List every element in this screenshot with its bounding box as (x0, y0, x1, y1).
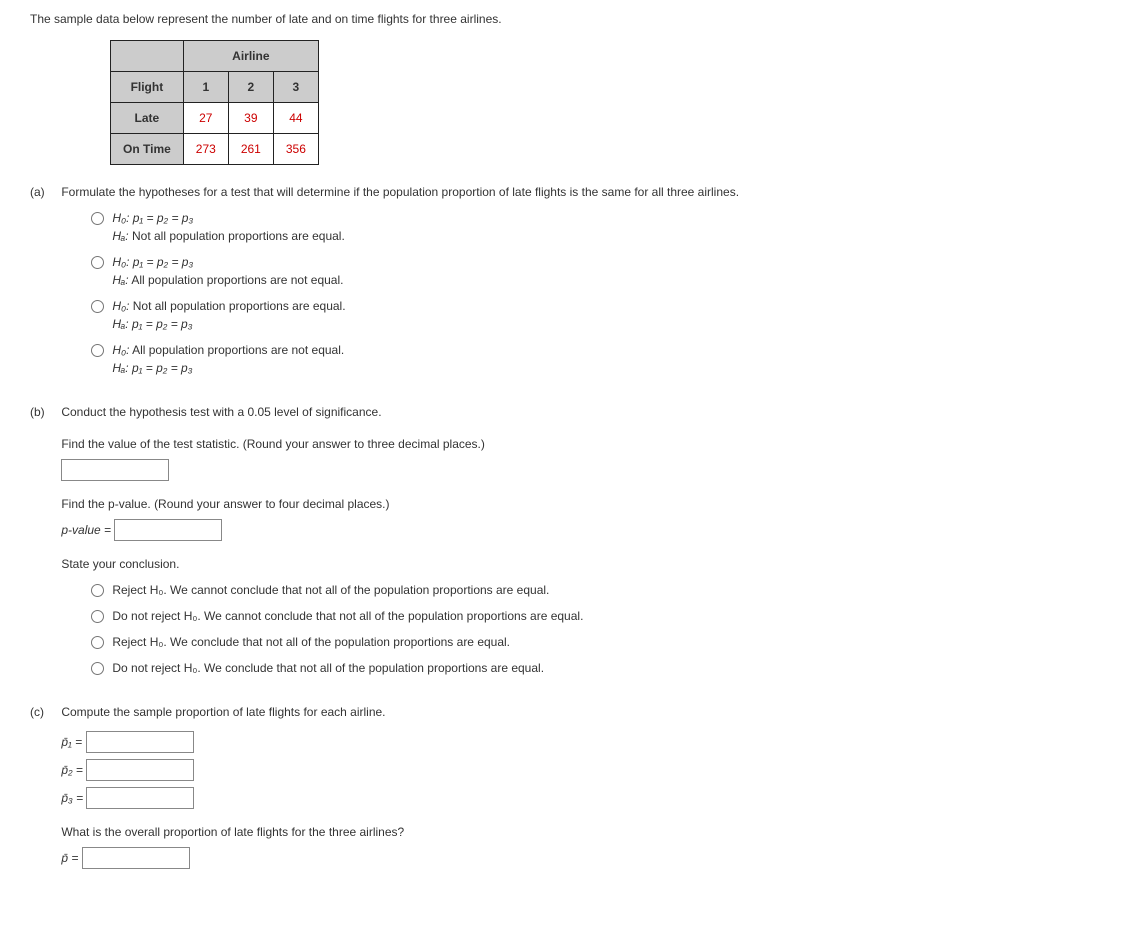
col-header-flight: Flight (111, 72, 184, 103)
part-b-prompt: Conduct the hypothesis test with a 0.05 … (61, 405, 381, 419)
opt-a4-ha: p₁ = p₂ = p₃ (132, 361, 193, 375)
opt-b1-text: Reject H₀. We cannot conclude that not a… (112, 581, 1087, 599)
p1-label: p̄₁ = (61, 735, 82, 749)
h0-label: H₀: (112, 343, 129, 357)
opt-a3-ha: p₁ = p₂ = p₃ (132, 317, 193, 331)
part-b-label: (b) (30, 403, 58, 421)
col-header-3: 3 (273, 72, 318, 103)
table-row: Late 27 39 44 (111, 103, 319, 134)
p2-label: p̄₂ = (61, 763, 83, 777)
overall-label: p̄ = (61, 851, 78, 865)
option-b2[interactable]: Do not reject H₀. We cannot conclude tha… (91, 607, 1087, 625)
teststat-input[interactable] (61, 459, 169, 481)
ha-label: Hₐ: (112, 361, 128, 375)
table-corner (111, 41, 184, 72)
opt-a1-h0: p₁ = p₂ = p₃ (133, 211, 194, 225)
radio-a2[interactable] (91, 256, 104, 269)
ha-label: Hₐ: (112, 273, 128, 287)
overall-prompt: What is the overall proportion of late f… (61, 823, 1087, 841)
cell-ontime-3: 356 (273, 134, 318, 165)
option-b3[interactable]: Reject H₀. We conclude that not all of t… (91, 633, 1087, 651)
opt-a4-h0: All population proportions are not equal… (132, 343, 344, 357)
col-header-1: 1 (183, 72, 228, 103)
row-label-ontime: On Time (111, 134, 184, 165)
h0-label: H₀: (112, 255, 129, 269)
radio-a4[interactable] (91, 344, 104, 357)
col-header-2: 2 (228, 72, 273, 103)
opt-b4-text: Do not reject H₀. We conclude that not a… (112, 659, 1087, 677)
option-b4[interactable]: Do not reject H₀. We conclude that not a… (91, 659, 1087, 677)
opt-a2-h0: p₁ = p₂ = p₃ (133, 255, 194, 269)
ha-label: Hₐ: (112, 317, 128, 331)
cell-late-3: 44 (273, 103, 318, 134)
opt-b2-text: Do not reject H₀. We cannot conclude tha… (112, 607, 1087, 625)
teststat-prompt: Find the value of the test statistic. (R… (61, 435, 1087, 453)
radio-a3[interactable] (91, 300, 104, 313)
option-a2[interactable]: H₀: p₁ = p₂ = p₃ Hₐ: All population prop… (91, 253, 1087, 289)
pvalue-label: p-value = (61, 523, 111, 537)
table-row: On Time 273 261 356 (111, 134, 319, 165)
conclusion-prompt: State your conclusion. (61, 555, 1087, 573)
intro-text: The sample data below represent the numb… (30, 10, 1096, 28)
radio-b2[interactable] (91, 610, 104, 623)
overall-input[interactable] (82, 847, 190, 869)
pvalue-prompt: Find the p-value. (Round your answer to … (61, 495, 1087, 513)
option-a4[interactable]: H₀: All population proportions are not e… (91, 341, 1087, 377)
part-c-prompt: Compute the sample proportion of late fl… (61, 705, 385, 719)
cell-late-2: 39 (228, 103, 273, 134)
cell-late-1: 27 (183, 103, 228, 134)
option-a1[interactable]: H₀: p₁ = p₂ = p₃ Hₐ: Not all population … (91, 209, 1087, 245)
part-c-label: (c) (30, 703, 58, 721)
radio-b1[interactable] (91, 584, 104, 597)
ha-label: Hₐ: (112, 229, 128, 243)
opt-a2-ha: All population proportions are not equal… (131, 273, 343, 287)
radio-b3[interactable] (91, 636, 104, 649)
p1-input[interactable] (86, 731, 194, 753)
cell-ontime-1: 273 (183, 134, 228, 165)
pvalue-input[interactable] (114, 519, 222, 541)
p3-label: p̄₃ = (61, 791, 83, 805)
option-b1[interactable]: Reject H₀. We cannot conclude that not a… (91, 581, 1087, 599)
option-a3[interactable]: H₀: Not all population proportions are e… (91, 297, 1087, 333)
part-a-label: (a) (30, 183, 58, 201)
p3-input[interactable] (86, 787, 194, 809)
part-a-prompt: Formulate the hypotheses for a test that… (61, 185, 739, 199)
h0-label: H₀: (112, 211, 129, 225)
opt-b3-text: Reject H₀. We conclude that not all of t… (112, 633, 1087, 651)
p2-input[interactable] (86, 759, 194, 781)
cell-ontime-2: 261 (228, 134, 273, 165)
opt-a3-h0: Not all population proportions are equal… (133, 299, 346, 313)
table-span-header: Airline (183, 41, 318, 72)
flight-table: Airline Flight 1 2 3 Late 27 39 44 On Ti… (110, 40, 319, 165)
radio-b4[interactable] (91, 662, 104, 675)
h0-label: H₀: (112, 299, 129, 313)
opt-a1-ha: Not all population proportions are equal… (132, 229, 345, 243)
radio-a1[interactable] (91, 212, 104, 225)
row-label-late: Late (111, 103, 184, 134)
